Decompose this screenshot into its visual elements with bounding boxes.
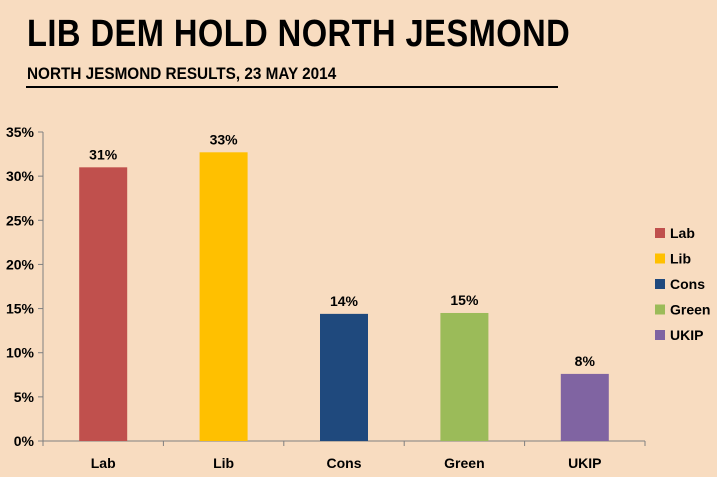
legend-label-cons: Cons — [670, 276, 705, 292]
bar-ukip — [560, 373, 609, 441]
x-tick-label-lib: Lib — [213, 455, 234, 471]
legend-swatch-green — [655, 304, 665, 315]
y-tick-label: 10% — [6, 345, 35, 361]
legend-swatch-cons — [655, 279, 665, 289]
bar-lib — [199, 152, 248, 441]
legend-label-ukip: UKIP — [670, 327, 703, 343]
bar-cons — [320, 313, 368, 441]
bar-green — [440, 312, 489, 441]
legend-swatch-ukip — [655, 330, 665, 340]
bars: 31% 33% 14% 15% 8% — [79, 131, 609, 442]
legend-swatch-lib — [655, 253, 665, 264]
title-underline — [26, 86, 558, 88]
y-tick-label: 25% — [6, 212, 35, 228]
data-label-lab: 31% — [89, 146, 118, 162]
chart-title: LIB DEM HOLD NORTH JESMOND — [27, 13, 571, 55]
legend-swatch-lab — [655, 228, 665, 238]
y-tick-label: 15% — [6, 301, 35, 317]
x-axis: Lab Lib Cons Green UKIP — [42, 440, 646, 471]
legend-label-green: Green — [670, 302, 710, 318]
bar-lab — [79, 167, 128, 442]
legend: Lab Lib Cons Green UKIP — [655, 225, 710, 343]
y-tick-label: 30% — [6, 168, 35, 184]
data-label-ukip: 8% — [575, 353, 596, 369]
chart-subtitle: NORTH JESMOND RESULTS, 23 MAY 2014 — [27, 64, 337, 83]
data-label-lib: 33% — [210, 131, 239, 147]
y-tick-label: 35% — [6, 124, 35, 140]
x-tick-label-lab: Lab — [91, 455, 116, 471]
legend-label-lab: Lab — [670, 225, 695, 241]
y-tick-label: 5% — [14, 389, 35, 405]
legend-label-lib: Lib — [670, 251, 691, 267]
x-tick-label-green: Green — [444, 455, 484, 471]
y-tick-label: 20% — [6, 256, 35, 272]
data-label-green: 15% — [450, 292, 479, 308]
x-tick-label-ukip: UKIP — [568, 455, 601, 471]
data-label-cons: 14% — [330, 293, 359, 309]
y-axis: 0% 5% 10% 15% 20% 25% 30% 35% — [6, 124, 44, 449]
x-tick-label-cons: Cons — [327, 455, 362, 471]
y-tick-label: 0% — [14, 433, 35, 449]
